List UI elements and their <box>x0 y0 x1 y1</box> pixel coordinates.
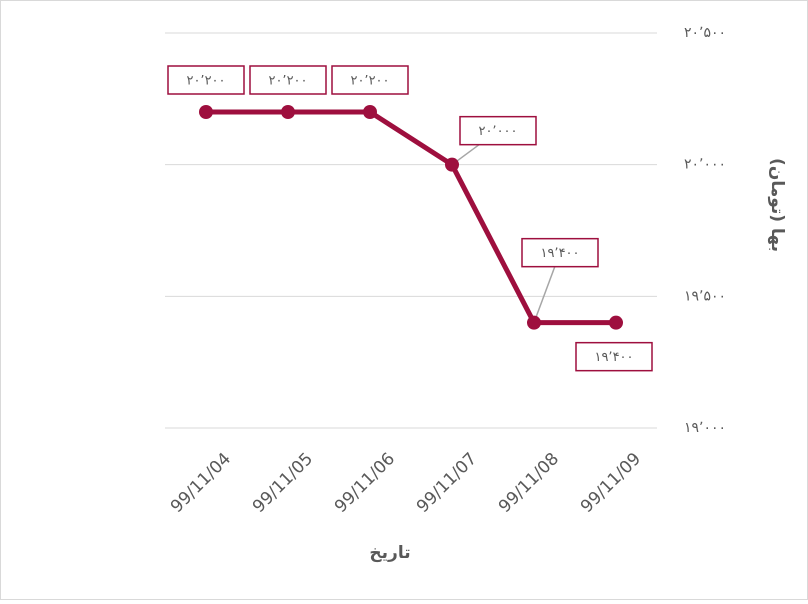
y-tick-label: ۲۰٬۰۰۰ <box>684 157 726 173</box>
data-label: ۲۰٬۲۰۰ <box>350 74 389 89</box>
data-label-box <box>249 65 327 95</box>
data-label: ۱۹٬۴۰۰ <box>540 246 579 261</box>
data-label-box <box>331 65 409 95</box>
data-label: ۱۹٬۴۰۰ <box>594 350 633 365</box>
y-axis-title: بها (تومان) <box>767 158 787 252</box>
marker <box>363 105 377 119</box>
line <box>206 109 616 326</box>
data-label: ۲۰٬۲۰۰ <box>186 74 225 89</box>
y-tick-label: ۲۰٬۵۰۰ <box>684 25 726 41</box>
marker <box>281 105 295 119</box>
data-label-box <box>459 115 537 146</box>
marker <box>199 105 213 119</box>
data-label: ۲۰٬۲۰۰ <box>268 74 307 89</box>
data-label-box <box>575 341 653 372</box>
x-axis-title: تاریخ <box>369 543 410 563</box>
data-label-box <box>521 237 599 268</box>
y-tick-label: ۱۹٬۰۰۰ <box>684 420 726 436</box>
y-tick-label: ۱۹٬۵۰۰ <box>684 288 726 304</box>
marker <box>445 157 459 172</box>
data-label: ۲۰٬۰۰۰ <box>478 124 517 139</box>
marker <box>527 315 541 330</box>
marker <box>609 315 623 330</box>
data-label-box <box>167 65 245 95</box>
